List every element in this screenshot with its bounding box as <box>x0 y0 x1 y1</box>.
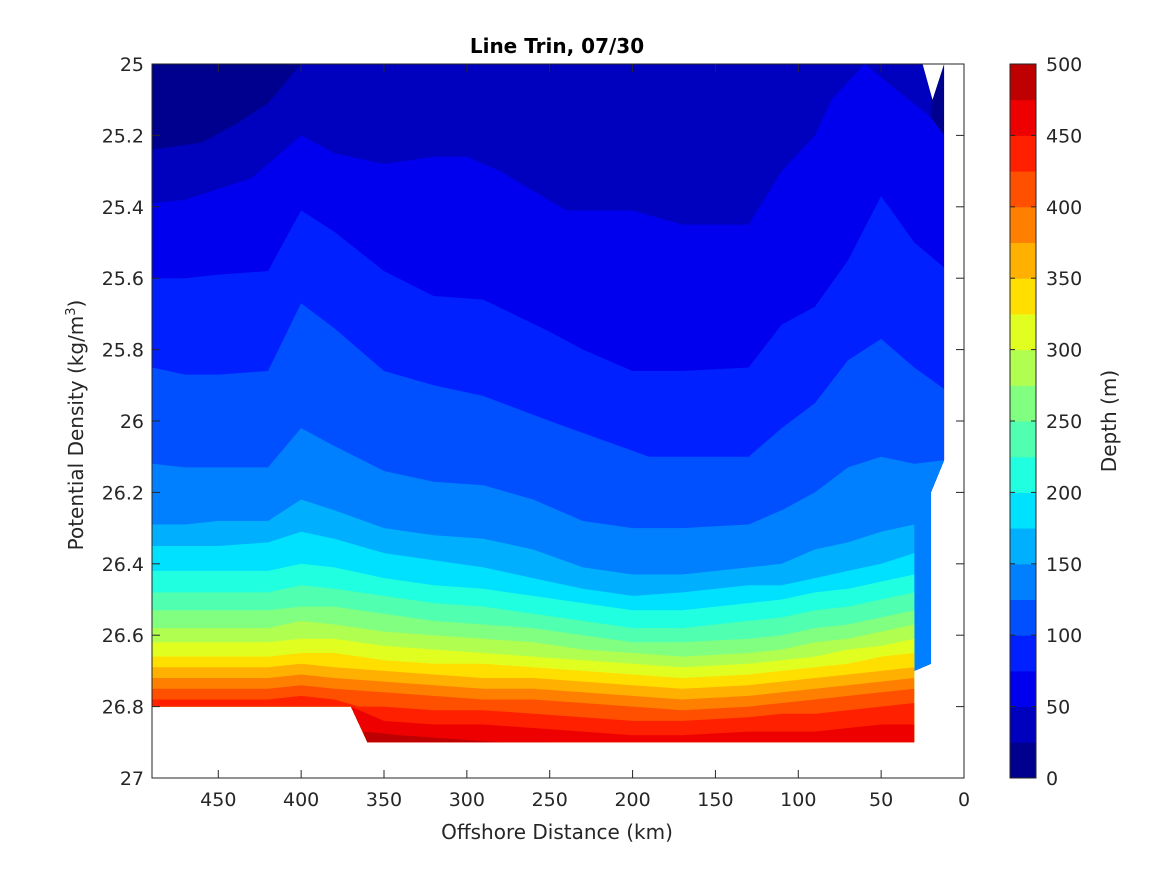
colorbar-swatch-475 <box>1010 64 1036 101</box>
plot-area: 450 400 350 300 250 200 150 100 50 0 2525.225.425… <box>102 54 970 811</box>
y-tick-label: 26.8 <box>102 697 144 719</box>
y-axis-label-close: ) <box>64 300 88 308</box>
colorbar-swatch-400 <box>1010 171 1036 208</box>
y-axis-label-superscript: 3 <box>64 307 79 315</box>
colorbar-swatch-125 <box>1010 563 1036 600</box>
contour-band-450 <box>350 706 915 743</box>
colorbar-swatch-150 <box>1010 528 1036 565</box>
y-tick-label: 25.8 <box>102 340 144 362</box>
colorbar-tick-label: 200 <box>1046 482 1082 504</box>
y-tick-label: 25.2 <box>102 125 144 147</box>
y-tick-label: 25 <box>120 54 144 76</box>
y-tick-label: 26.6 <box>102 625 144 647</box>
colorbar-tick-label: 0 <box>1046 768 1058 790</box>
colorbar-label: Depth (m) <box>1097 370 1121 472</box>
colorbar-swatch-425 <box>1010 135 1036 172</box>
colorbar-swatch-325 <box>1010 278 1036 315</box>
missing-data-notch <box>922 64 945 100</box>
y-tick-label: 26.2 <box>102 482 144 504</box>
colorbar-tick-label: 350 <box>1046 268 1082 290</box>
colorbar-tick-label: 450 <box>1046 125 1082 147</box>
x-tick-label: 0 <box>958 789 970 811</box>
x-tick-label: 150 <box>697 789 733 811</box>
x-tick-label: 100 <box>780 789 816 811</box>
colorbar-tick-label: 50 <box>1046 697 1070 719</box>
x-tick-label: 450 <box>200 789 236 811</box>
colorbar-swatch-300 <box>1010 313 1036 351</box>
colorbar-swatch-75 <box>1010 635 1036 672</box>
colorbar-tick-label: 500 <box>1046 54 1082 76</box>
colorbar-swatch-25 <box>1010 706 1036 743</box>
colorbar-tick-label: 400 <box>1046 197 1082 219</box>
colorbar-swatch-50 <box>1010 670 1036 708</box>
contour-fills <box>152 64 945 743</box>
y-axis: 25 25.2 25.4 25.6 25.8 26 26.2 26.4 26.6 26.8 27 <box>102 54 964 790</box>
y-tick-label: 26.4 <box>102 554 144 576</box>
x-axis-label: Offshore Distance (km) <box>441 820 673 844</box>
colorbar-swatch-0 <box>1010 742 1036 779</box>
colorbar-swatch-175 <box>1010 492 1036 529</box>
colorbar-tick-label: 150 <box>1046 554 1082 576</box>
colorbar-tick-label: 100 <box>1046 625 1082 647</box>
y-axis-label: Potential Density (kg/m3) <box>64 300 88 551</box>
colorbar-swatch-350 <box>1010 242 1036 279</box>
colorbar-swatches <box>1010 64 1036 779</box>
y-tick-label: 25.6 <box>102 268 144 290</box>
colorbar-swatch-225 <box>1010 421 1036 458</box>
x-tick-label: 350 <box>366 789 402 811</box>
x-tick-label: 250 <box>532 789 568 811</box>
colorbar-tick-label: 250 <box>1046 411 1082 433</box>
colorbar-swatch-375 <box>1010 206 1036 243</box>
colorbar: 0 50 100 150 200 250 300 350 400 450 500 <box>1009 54 1082 790</box>
colorbar-swatch-250 <box>1010 385 1036 422</box>
y-tick-label: 26 <box>120 411 144 433</box>
x-tick-label: 300 <box>449 789 485 811</box>
x-axis: 450 400 350 300 250 200 150 100 50 0 <box>200 64 970 811</box>
x-tick-label: 200 <box>614 789 650 811</box>
colorbar-swatch-450 <box>1010 99 1036 136</box>
colorbar-swatch-200 <box>1010 456 1036 493</box>
chart-title: Line Trin, 07/30 <box>470 34 644 58</box>
y-axis-label-main: Potential Density (kg/m <box>64 316 88 551</box>
x-tick-label: 50 <box>869 789 893 811</box>
colorbar-ticks: 0 50 100 150 200 250 300 350 400 450 500 <box>1010 54 1082 790</box>
y-tick-label: 25.4 <box>102 197 144 219</box>
colorbar-tick-label: 300 <box>1046 340 1082 362</box>
x-tick-label: 400 <box>283 789 319 811</box>
colorbar-swatch-275 <box>1010 349 1036 386</box>
y-tick-label: 27 <box>120 768 144 790</box>
colorbar-swatch-100 <box>1010 599 1036 636</box>
